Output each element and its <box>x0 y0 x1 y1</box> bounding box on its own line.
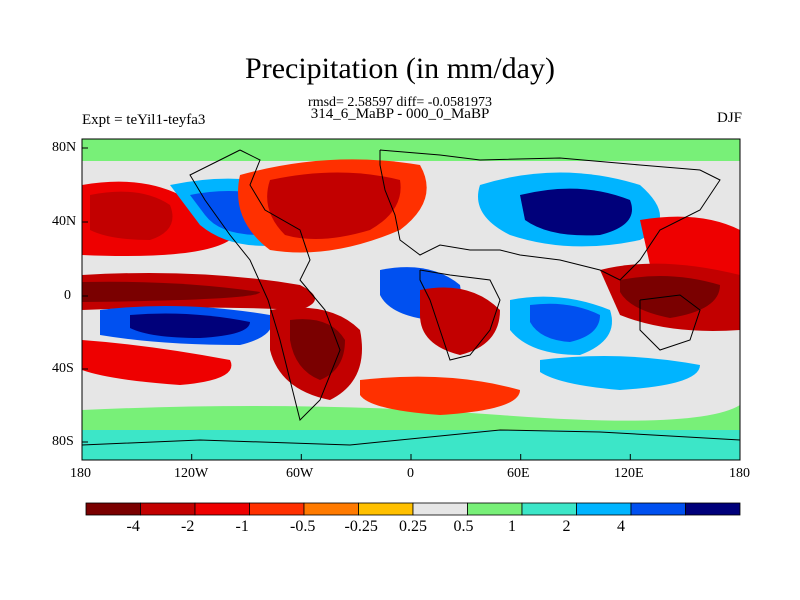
colorbar-label: -0.5 <box>290 518 316 535</box>
lat-tick-label: 0 <box>64 288 71 303</box>
lat-tick-label: 80N <box>52 140 77 155</box>
lat-tick-label: 40S <box>52 361 74 376</box>
colorbar-swatch <box>685 502 741 516</box>
colorbar-swatch <box>521 502 577 516</box>
lat-tick-label: 40N <box>52 214 77 229</box>
colorbar-swatch <box>85 502 141 516</box>
colorbar-swatch <box>249 502 305 516</box>
lon-tick-label: 180 <box>70 466 91 481</box>
lon-tick-label: 60W <box>286 466 314 481</box>
colorbar-swatch <box>412 502 468 516</box>
season-label: DJF <box>716 110 742 126</box>
continent-outlines <box>81 149 741 446</box>
map-title: Precipitation (in mm/day) <box>245 52 555 85</box>
colorbar-swatch <box>140 502 196 516</box>
colorbar-label: 1 <box>508 518 516 535</box>
rmsd-diff-label: rmsd= 2.58597 diff= -0.0581973 <box>308 95 492 110</box>
lat-tick-label: 80S <box>52 434 74 449</box>
colorbar-swatch <box>303 502 359 516</box>
lon-tick-label: 180 <box>729 466 750 481</box>
colorbar-swatch <box>576 502 632 516</box>
lon-tick-label: 120E <box>614 466 644 481</box>
colorbar-swatch <box>194 502 250 516</box>
colorbar-label: -1 <box>235 518 249 535</box>
lon-tick-label: 120W <box>174 466 209 481</box>
axis-ticks <box>81 147 741 460</box>
precipitation-field <box>82 139 740 460</box>
colorbar-swatch <box>358 502 414 516</box>
colorbar-label: 2 <box>562 518 571 535</box>
colorbar-swatch <box>630 502 686 516</box>
lon-tick-label: 60E <box>507 466 530 481</box>
colorbar-label: -4 <box>126 518 140 535</box>
colorbar-label: 0.5 <box>453 518 474 535</box>
experiment-label: Expt = teYil1-teyfa3 <box>82 112 206 128</box>
map-subtitle: 314_6_MaBP - 000_0_MaBP <box>310 106 490 122</box>
colorbar-label: -2 <box>181 518 195 535</box>
colorbar <box>85 502 741 516</box>
colorbar-label: 0.25 <box>399 518 427 535</box>
colorbar-label: -0.25 <box>344 518 378 535</box>
lon-tick-label: 0 <box>407 466 414 481</box>
colorbar-label: 4 <box>617 518 625 535</box>
colorbar-swatch <box>467 502 523 516</box>
